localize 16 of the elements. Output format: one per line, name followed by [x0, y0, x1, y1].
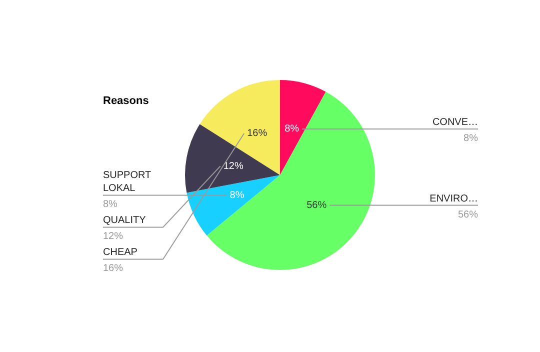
slice-label: QUALITY — [103, 215, 146, 226]
text: 56% — [306, 200, 327, 212]
slice-label: CHEAP — [103, 247, 138, 258]
text: 8% — [230, 190, 244, 201]
text: 16% — [247, 128, 268, 140]
text: 12% — [223, 160, 244, 172]
text: Reasons — [103, 95, 149, 107]
data-label: 56% — [458, 209, 478, 220]
slice-label: ENVIRO… — [430, 193, 478, 204]
data-label: 12% — [103, 231, 124, 242]
data-label: 16% — [103, 263, 124, 274]
slice-label: SUPPORT LOKAL — [103, 170, 152, 194]
data-label: 8% — [103, 199, 118, 210]
data-label: 8% — [464, 132, 478, 144]
text: 8% — [284, 124, 300, 135]
slice-label: CONVE… — [432, 116, 478, 128]
